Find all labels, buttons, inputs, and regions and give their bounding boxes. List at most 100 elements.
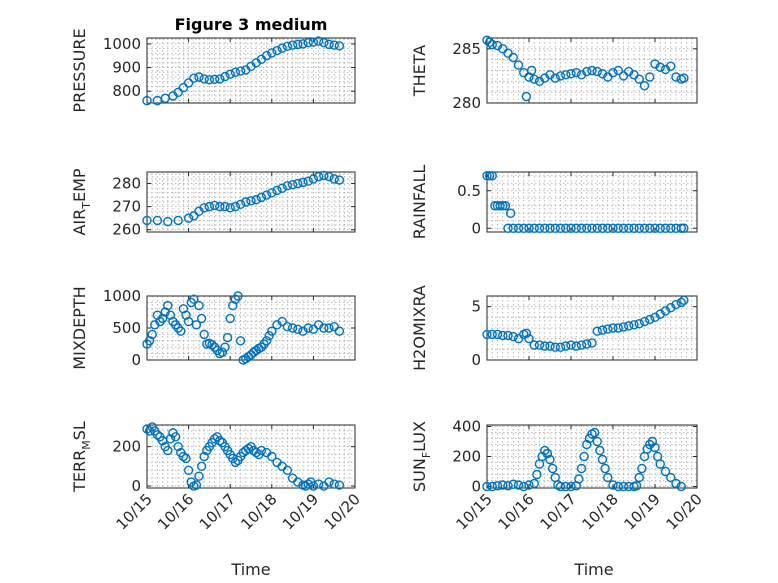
data-point — [555, 481, 566, 492]
data-point — [487, 481, 497, 492]
data-point — [498, 480, 508, 490]
data-point — [498, 201, 508, 211]
data-point — [582, 439, 592, 450]
data-point — [194, 72, 204, 82]
data-point — [592, 326, 602, 336]
data-point — [189, 73, 199, 83]
x-axis-label-right: Time — [573, 560, 613, 579]
y-axis-label-subscript: F — [420, 452, 433, 458]
data-point — [329, 479, 339, 489]
axes-container: 800 900 1000 PRESSURE 280 285 THETA 260 270 280 AI… — [70, 28, 706, 533]
data-point — [676, 223, 686, 233]
data-point — [513, 60, 524, 70]
data-point — [647, 436, 658, 447]
data-point — [142, 215, 152, 226]
data-point — [191, 480, 202, 490]
data-point — [576, 340, 587, 350]
data-point — [189, 211, 199, 221]
data-point — [634, 223, 644, 233]
data-point — [251, 194, 261, 205]
axes-box — [146, 37, 356, 104]
data-point — [334, 480, 345, 490]
y-axis-label: H2OMIXRA — [410, 285, 429, 371]
data-point — [329, 174, 339, 184]
data-point — [183, 213, 194, 223]
data-point — [308, 174, 319, 184]
data-point — [650, 223, 660, 233]
y-tick-label: 260 — [112, 221, 141, 239]
data-point — [637, 463, 647, 474]
data-point — [579, 451, 589, 462]
data-point — [152, 215, 163, 226]
data-point — [540, 445, 550, 456]
data-point — [666, 223, 676, 233]
y-tick-label: 270 — [112, 198, 141, 216]
data-point — [679, 295, 689, 305]
data-point — [220, 342, 230, 352]
y-tick-label: 800 — [112, 82, 141, 100]
data-point — [542, 448, 553, 459]
data-point — [639, 80, 650, 91]
data-point — [282, 322, 293, 332]
data-point — [597, 325, 608, 335]
data-point — [547, 463, 558, 474]
data-point — [634, 319, 644, 329]
data-point — [555, 71, 566, 81]
data-point — [645, 314, 655, 325]
data-point — [196, 313, 207, 324]
data-point — [597, 454, 608, 465]
data-point — [207, 339, 217, 350]
data-point — [324, 171, 334, 182]
data-point — [561, 341, 571, 351]
data-point — [484, 37, 495, 48]
data-point — [324, 323, 334, 333]
data-point — [251, 447, 261, 458]
data-point — [243, 443, 254, 454]
y-tick-label: 0 — [471, 478, 481, 496]
data-point — [196, 461, 207, 472]
subplot-3: 260 270 280 AIRTEMP — [70, 168, 356, 239]
data-point — [498, 330, 508, 341]
data-point — [487, 171, 497, 181]
data-point — [566, 223, 576, 233]
data-point — [313, 479, 324, 489]
data-point — [277, 316, 287, 327]
data-point — [334, 175, 345, 185]
data-point — [655, 459, 665, 469]
data-point — [508, 331, 518, 342]
data-point — [508, 479, 518, 489]
data-point — [183, 78, 194, 88]
data-point — [613, 223, 623, 233]
data-point — [329, 322, 339, 332]
data-point — [608, 480, 618, 490]
data-point — [629, 223, 639, 233]
data-point — [545, 223, 555, 233]
data-point — [209, 74, 220, 85]
data-point — [178, 451, 189, 462]
data-point — [209, 434, 220, 444]
data-point — [235, 66, 246, 76]
data-point — [319, 38, 329, 48]
data-point — [308, 37, 319, 47]
data-point — [147, 329, 157, 340]
axes-box — [146, 424, 356, 489]
data-point — [571, 67, 581, 78]
data-point — [165, 434, 176, 444]
data-point — [194, 471, 204, 481]
data-point — [574, 474, 584, 484]
data-point — [519, 223, 529, 233]
y-axis-label: AIRTEMP — [70, 168, 93, 235]
data-point — [521, 328, 532, 339]
data-point — [613, 323, 623, 333]
data-point — [176, 326, 186, 336]
data-point — [592, 223, 602, 233]
x-tick-label: 10/16 — [495, 490, 538, 533]
data-point — [524, 480, 534, 490]
data-point — [592, 66, 602, 77]
data-point — [199, 203, 209, 213]
data-point — [256, 445, 267, 456]
y-tick-label: 0 — [131, 477, 141, 495]
y-tick-label: 0 — [131, 351, 141, 369]
data-point — [303, 479, 313, 489]
data-point — [267, 451, 277, 462]
